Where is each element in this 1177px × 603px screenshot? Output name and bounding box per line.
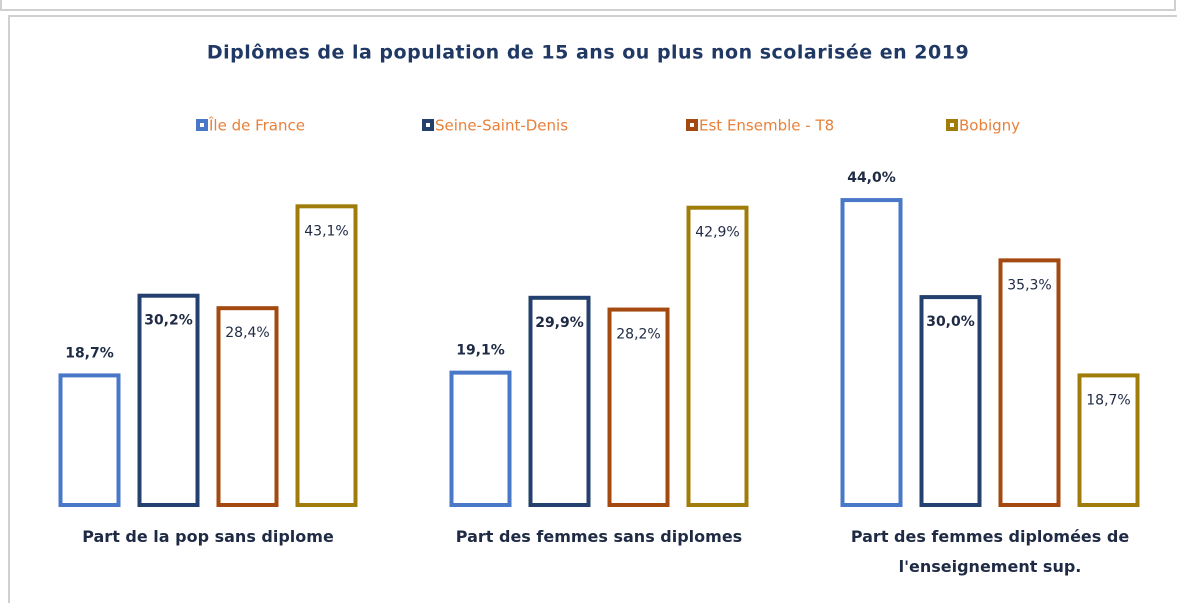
data-label: 28,4% [225, 325, 269, 341]
data-label: 29,9% [535, 315, 584, 331]
data-label: 43,1% [304, 223, 348, 239]
legend-label: Seine-Saint-Denis [435, 117, 568, 135]
data-label: 18,7% [1086, 392, 1130, 408]
bar [449, 370, 512, 507]
data-label: 42,9% [695, 225, 739, 241]
bar [607, 307, 670, 507]
frame-top [0, 0, 1176, 11]
bar [1077, 373, 1140, 507]
data-label: 44,0% [847, 170, 896, 186]
bar [998, 258, 1061, 507]
legend-label: Bobigny [959, 117, 1020, 135]
legend-marker-inner [950, 123, 954, 127]
bar [295, 204, 358, 508]
legend-label: Île de France [208, 116, 305, 135]
data-label: 18,7% [65, 345, 114, 361]
legend-marker-inner [426, 123, 430, 127]
x-tick-label: Part de la pop sans diplome [82, 527, 334, 546]
bar [58, 373, 121, 507]
data-label: 30,2% [144, 313, 193, 329]
bar [840, 198, 903, 508]
chart-title: Diplômes de la population de 15 ans ou p… [207, 42, 969, 64]
data-label: 35,3% [1007, 277, 1051, 293]
x-tick-label: Part des femmes sans diplomes [455, 527, 743, 546]
data-label: 30,0% [926, 314, 975, 330]
legend-label: Est Ensemble - T8 [699, 117, 834, 135]
bar [528, 295, 591, 507]
bar [137, 293, 200, 507]
data-label: 28,2% [616, 327, 660, 343]
bar [686, 205, 749, 507]
chart-frame [8, 15, 1177, 603]
legend-marker-inner [200, 123, 204, 127]
x-tick-label: Part des femmes diplomées de l'enseignem… [850, 527, 1130, 576]
bar [216, 306, 279, 507]
legend-marker-inner [690, 123, 694, 127]
data-label: 19,1% [456, 343, 505, 359]
bar [919, 295, 982, 507]
